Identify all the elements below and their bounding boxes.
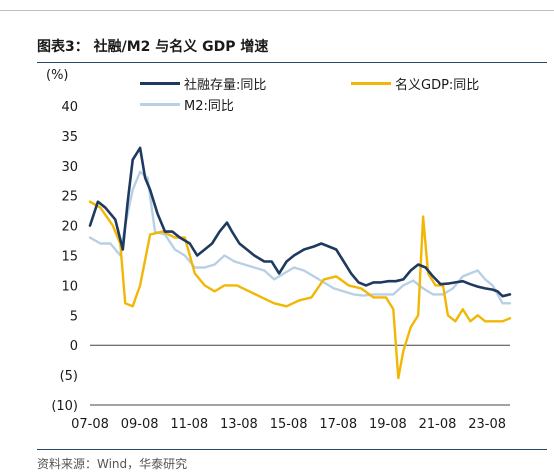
x-tick-label: 11-08 bbox=[170, 417, 208, 432]
legend-label-m2: M2:同比 bbox=[184, 99, 234, 114]
legend-label-social-financing: 社融存量:同比 bbox=[184, 78, 267, 93]
y-tick-label: 15 bbox=[61, 250, 78, 265]
legend-item-m2: M2:同比 bbox=[140, 95, 234, 114]
legend-label-nominal-gdp: 名义GDP:同比 bbox=[395, 78, 480, 93]
top-divider bbox=[0, 10, 554, 11]
x-tick-label: 23-08 bbox=[468, 417, 506, 432]
y-tick-label: 20 bbox=[61, 220, 78, 235]
legend-swatch-m2 bbox=[140, 103, 180, 106]
source-divider bbox=[37, 449, 547, 450]
y-tick-label: 40 bbox=[61, 100, 78, 115]
y-tick-label: 30 bbox=[61, 160, 78, 175]
series-line-m2 bbox=[88, 170, 512, 305]
x-tick-label: 15-08 bbox=[270, 417, 308, 432]
x-tick-label: 17-08 bbox=[319, 417, 357, 432]
y-tick-label: 5 bbox=[70, 309, 78, 324]
x-tick-label: 19-08 bbox=[369, 417, 407, 432]
x-tick-label: 07-08 bbox=[71, 417, 109, 432]
series-line-social-financing bbox=[88, 146, 512, 298]
y-axis-unit-label: (%) bbox=[46, 68, 69, 83]
x-tick-label: 13-08 bbox=[220, 417, 258, 432]
y-tick-label: (5) bbox=[60, 369, 78, 384]
legend-item-nominal-gdp: 名义GDP:同比 bbox=[351, 74, 479, 93]
y-tick-label: 10 bbox=[61, 279, 78, 294]
y-tick-label: 35 bbox=[61, 130, 78, 145]
y-tick-label: 0 bbox=[70, 339, 78, 354]
title-divider bbox=[37, 62, 547, 63]
x-tick-label: 21-08 bbox=[419, 417, 457, 432]
source-note: 资料来源：Wind，华泰研究 bbox=[37, 457, 188, 471]
legend-swatch-nominal-gdp bbox=[351, 82, 391, 85]
y-tick-label: (10) bbox=[51, 399, 78, 414]
legend-swatch-social-financing bbox=[140, 82, 180, 85]
figure-title: 图表3： 社融/M2 与名义 GDP 增速 bbox=[37, 39, 269, 55]
series-line-nominal-gdp bbox=[88, 200, 512, 380]
chart-lines bbox=[88, 146, 512, 380]
chart-axes: 40 35 30 25 20 15 10 5 0 (5) (10) 07-08 09-08 11-08 13… bbox=[51, 100, 510, 432]
y-tick-label: 25 bbox=[61, 190, 78, 205]
x-tick-label: 09-08 bbox=[121, 417, 159, 432]
legend-item-social-financing: 社融存量:同比 bbox=[140, 74, 266, 93]
